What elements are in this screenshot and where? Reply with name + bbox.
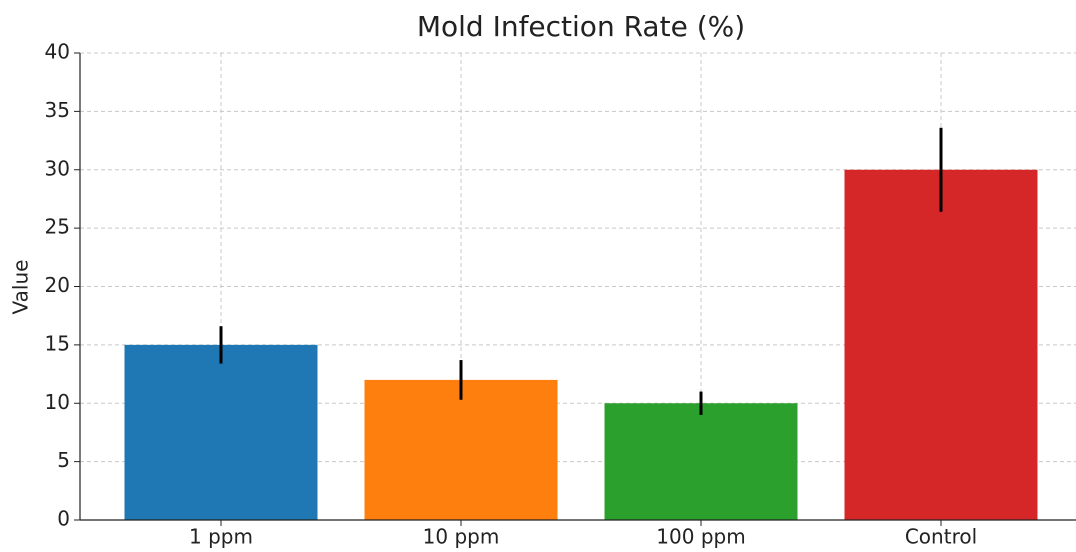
y-tick-label: 15 — [45, 331, 70, 355]
chart-title: Mold Infection Rate (%) — [417, 10, 745, 43]
x-tick-label: 10 ppm — [423, 525, 500, 549]
y-tick-label: 35 — [45, 98, 70, 122]
bar — [604, 403, 798, 520]
x-tick-label: 1 ppm — [189, 525, 253, 549]
y-tick-label: 40 — [45, 40, 70, 64]
y-axis-label: Value — [9, 260, 33, 315]
y-tick-label: 25 — [45, 215, 70, 239]
y-tick-label: 20 — [45, 273, 70, 297]
y-tick-label: 30 — [45, 156, 70, 180]
bar — [364, 379, 558, 520]
y-tick-label: 5 — [57, 448, 70, 472]
bar — [124, 344, 318, 520]
x-tick-label: 100 ppm — [656, 525, 745, 549]
y-tick-label: 0 — [57, 507, 70, 531]
bar — [844, 169, 1038, 520]
y-tick-label: 10 — [45, 390, 70, 414]
x-tick-label: Control — [905, 525, 977, 549]
